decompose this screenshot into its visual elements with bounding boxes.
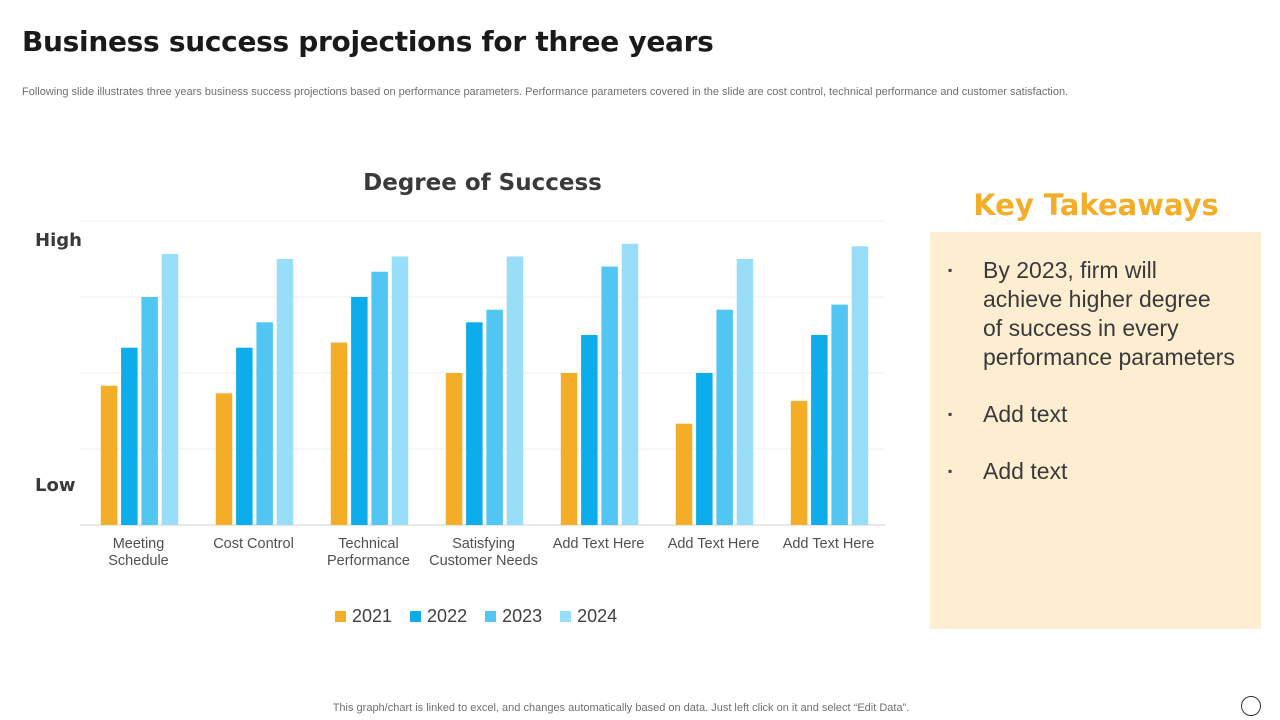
bar-2023-2 — [256, 322, 273, 525]
bar-2022-5 — [581, 335, 598, 525]
legend-label-2024: 2024 — [577, 606, 618, 626]
y-axis-high-label: High — [35, 230, 82, 251]
bar-2024-6 — [736, 259, 754, 525]
bar-2021-7 — [790, 400, 808, 525]
bar-2024-3 — [391, 256, 409, 525]
bar-2023-1 — [141, 297, 158, 525]
takeaway-item: ▪ By 2023, firm will achieve higher degr… — [948, 256, 1235, 372]
bar-2022-2 — [236, 347, 253, 525]
x-tick-label: Add Text Here — [668, 536, 760, 552]
legend-item-2022: 2022 — [410, 606, 467, 627]
x-tick-label: Add Text Here — [783, 536, 875, 552]
bar-2023-7 — [831, 304, 848, 525]
takeaway-item: ▪ Add text — [948, 457, 1235, 486]
bar-2024-1 — [161, 253, 179, 525]
bar-2021-5 — [560, 373, 578, 525]
legend-item-2021: 2021 — [335, 606, 392, 627]
page-subtitle: Following slide illustrates three years … — [22, 86, 1069, 98]
x-tick-label: Satisfying Customer Needs — [429, 536, 538, 569]
bar-chart[interactable]: Meeting Schedule Cost Control Technical Perf… — [0, 0, 900, 600]
x-tick-label: Technical Performance — [327, 536, 410, 569]
key-takeaways-title: Key Takeaways — [973, 188, 1219, 222]
bar-2022-1 — [121, 347, 138, 525]
circle-icon — [1241, 696, 1261, 716]
bar-2022-7 — [811, 335, 828, 525]
legend-item-2024: 2024 — [560, 606, 617, 627]
key-takeaways-panel: ▪ By 2023, firm will achieve higher degr… — [930, 232, 1261, 629]
bar-2021-4 — [445, 373, 463, 525]
takeaway-item: ▪ Add text — [948, 400, 1235, 429]
bar-2021-3 — [330, 342, 348, 525]
y-axis-low-label: Low — [35, 475, 76, 496]
takeaway-text: Add text — [983, 401, 1068, 427]
x-tick-label: Cost Control — [213, 536, 294, 552]
x-tick-label: Add Text Here — [553, 536, 645, 552]
bar-2024-4 — [506, 256, 524, 525]
bullet-icon: ▪ — [948, 407, 953, 421]
bar-2024-7 — [851, 246, 869, 526]
bar-2023-3 — [371, 271, 388, 525]
chart-legend: 2021 2022 2023 2024 — [335, 606, 617, 627]
legend-swatch-2023 — [485, 611, 497, 622]
bar-2023-5 — [601, 266, 618, 525]
bar-2022-6 — [696, 373, 713, 525]
page-title: Business success projections for three y… — [22, 25, 714, 58]
bar-2021-6 — [675, 423, 693, 525]
legend-item-2023: 2023 — [485, 606, 542, 627]
footer-note: This graph/chart is linked to excel, and… — [0, 702, 1280, 714]
legend-label-2022: 2022 — [427, 606, 468, 626]
chart-title: Degree of Success — [363, 170, 602, 196]
legend-label-2023: 2023 — [502, 606, 543, 626]
bar-2024-2 — [276, 259, 294, 525]
bar-2022-4 — [466, 322, 483, 525]
bar-2024-5 — [621, 243, 639, 526]
takeaway-text: By 2023, firm will achieve higher degree… — [983, 257, 1235, 370]
bullet-icon: ▪ — [948, 464, 953, 478]
legend-swatch-2022 — [410, 611, 422, 622]
takeaway-text: Add text — [983, 458, 1068, 484]
bar-2023-4 — [486, 309, 503, 525]
bullet-icon: ▪ — [948, 263, 953, 277]
x-tick-label: Meeting Schedule — [108, 536, 168, 569]
legend-swatch-2021 — [335, 611, 346, 622]
bar-2021-2 — [215, 393, 233, 525]
bar-2021-1 — [100, 385, 118, 525]
legend-label-2021: 2021 — [352, 606, 393, 626]
bar-2022-3 — [351, 297, 368, 525]
bar-2023-6 — [716, 309, 733, 525]
legend-swatch-2024 — [560, 611, 572, 622]
footer-text: This graph/chart is linked to excel, and… — [332, 702, 910, 714]
